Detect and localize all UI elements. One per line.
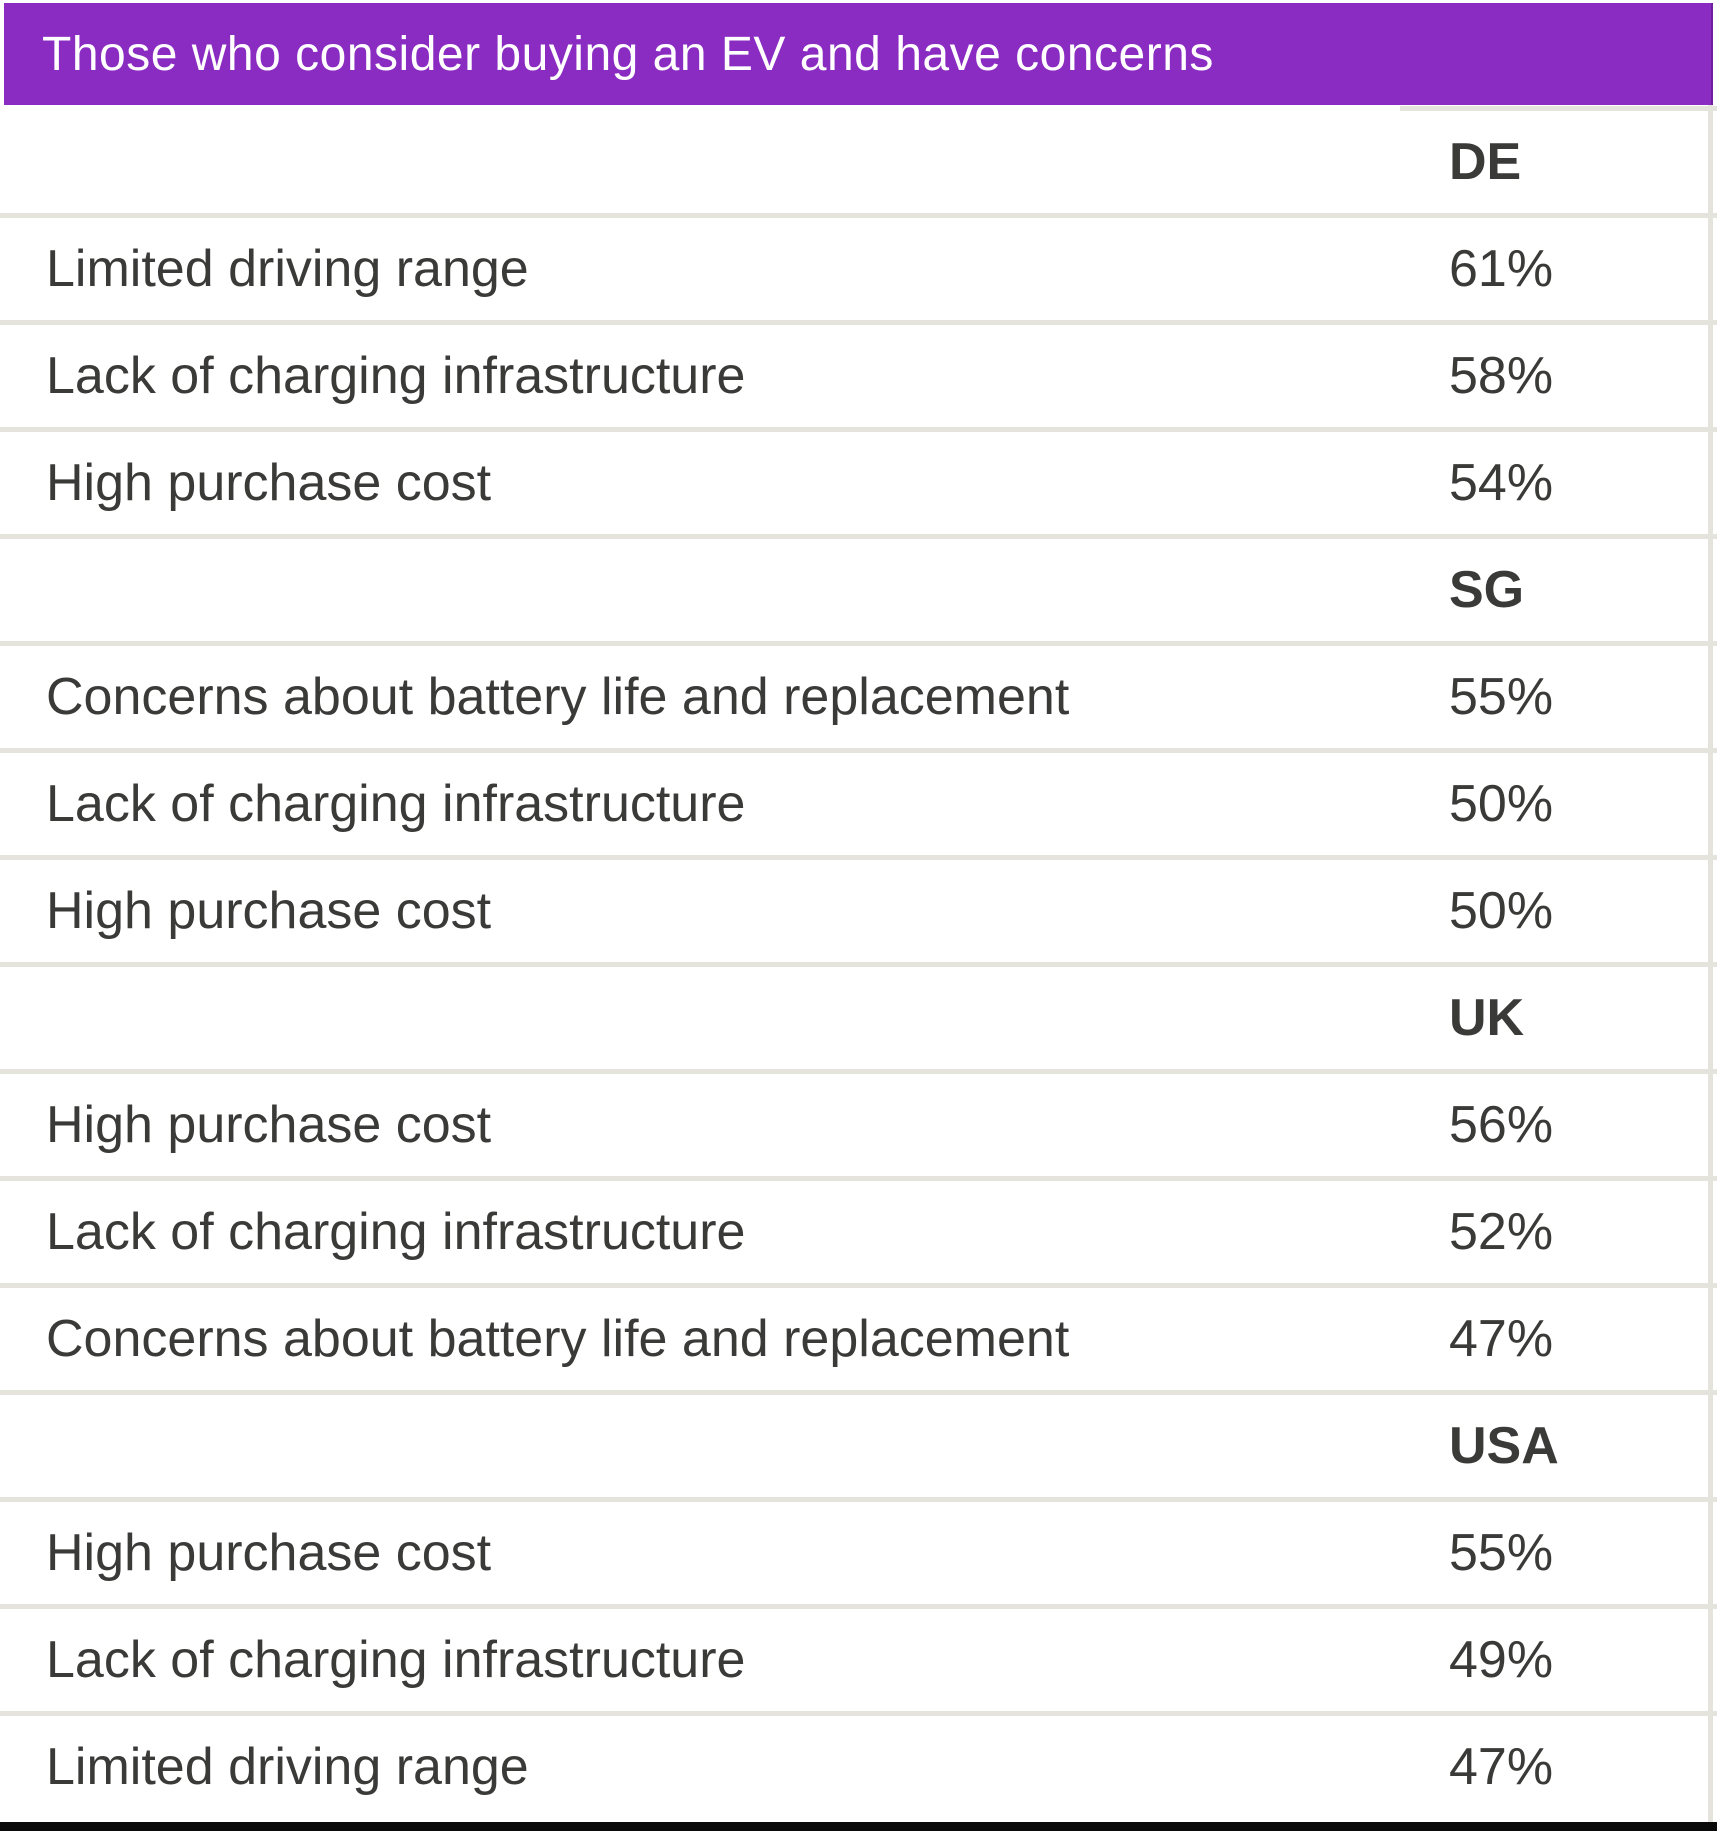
- percent-value-cell: 54%: [1449, 454, 1554, 512]
- table-row: Concerns about battery life and replacem…: [0, 641, 1717, 748]
- table-row: High purchase cost 55%: [0, 1497, 1717, 1604]
- table-row: High purchase cost 50%: [0, 855, 1717, 962]
- concern-label-cell: High purchase cost: [46, 454, 492, 512]
- section-header-row-uk: UK: [0, 962, 1717, 1069]
- section-header-row-de: DE: [0, 106, 1717, 213]
- page-title: Those who consider buying an EV and have…: [42, 27, 1214, 81]
- section-header-row-sg: SG: [0, 534, 1717, 641]
- concern-label-cell: Lack of charging infrastructure: [46, 1631, 746, 1689]
- concern-label-cell: Limited driving range: [46, 1738, 529, 1796]
- percent-value-cell: 47%: [1449, 1310, 1554, 1368]
- table-row: Limited driving range 47%: [0, 1711, 1717, 1818]
- concern-label-cell: Lack of charging infrastructure: [46, 1203, 746, 1261]
- concern-label-cell: High purchase cost: [46, 882, 492, 940]
- table-row: Lack of charging infrastructure 49%: [0, 1604, 1717, 1711]
- table-row: Lack of charging infrastructure 50%: [0, 748, 1717, 855]
- percent-value-cell: 61%: [1449, 240, 1554, 298]
- country-header-cell: UK: [1449, 989, 1525, 1047]
- table-body: DE Limited driving range 61% Lack of cha…: [0, 106, 1717, 1818]
- percent-value-cell: 47%: [1449, 1738, 1554, 1796]
- concern-label-cell: Concerns about battery life and replacem…: [46, 1310, 1070, 1368]
- table-row: Concerns about battery life and replacem…: [0, 1283, 1717, 1390]
- percent-value-cell: 58%: [1449, 347, 1554, 405]
- percent-value-cell: 49%: [1449, 1631, 1554, 1689]
- table-right-border: [1708, 105, 1713, 1822]
- table-row: Limited driving range 61%: [0, 213, 1717, 320]
- percent-value-cell: 56%: [1449, 1096, 1554, 1154]
- section-header-row-usa: USA: [0, 1390, 1717, 1497]
- table-row: Lack of charging infrastructure 58%: [0, 320, 1717, 427]
- concern-label-cell: Concerns about battery life and replacem…: [46, 668, 1070, 726]
- country-header-cell: DE: [1449, 133, 1522, 191]
- table-row: Lack of charging infrastructure 52%: [0, 1176, 1717, 1283]
- country-header-cell: SG: [1449, 561, 1525, 619]
- percent-value-cell: 50%: [1449, 775, 1554, 833]
- table-row: High purchase cost 56%: [0, 1069, 1717, 1176]
- table-title-bar: Those who consider buying an EV and have…: [4, 3, 1713, 105]
- concern-label-cell: Limited driving range: [46, 240, 529, 298]
- percent-value-cell: 52%: [1449, 1203, 1554, 1261]
- concern-label-cell: Lack of charging infrastructure: [46, 775, 746, 833]
- percent-value-cell: 55%: [1449, 1524, 1554, 1582]
- percent-value-cell: 55%: [1449, 668, 1554, 726]
- value-column-top-border: [1400, 106, 1717, 111]
- percent-value-cell: 50%: [1449, 882, 1554, 940]
- concern-label-cell: Lack of charging infrastructure: [46, 347, 746, 405]
- table-row: High purchase cost 54%: [0, 427, 1717, 534]
- table-bottom-border: [0, 1822, 1717, 1831]
- concern-label-cell: High purchase cost: [46, 1524, 492, 1582]
- concern-label-cell: High purchase cost: [46, 1096, 492, 1154]
- country-header-cell: USA: [1449, 1417, 1559, 1475]
